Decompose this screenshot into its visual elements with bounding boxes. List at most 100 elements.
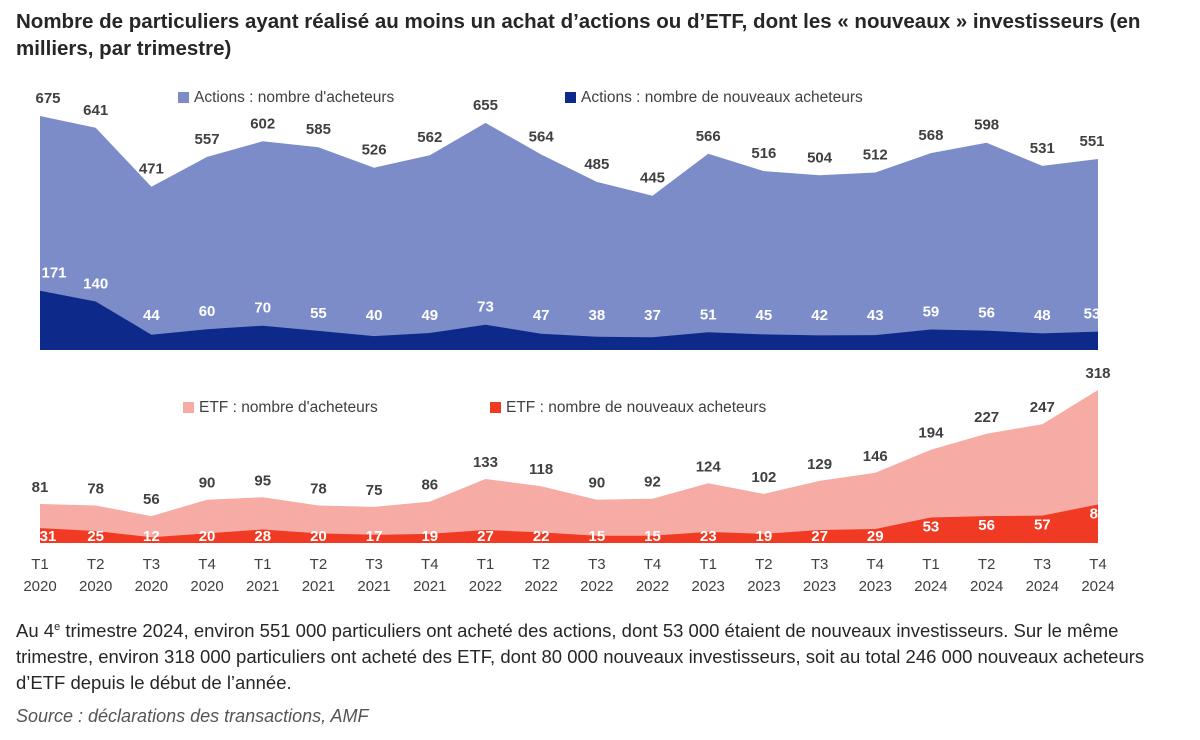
x-tick-quarter: T1 — [922, 556, 940, 573]
legend-etf-new: ETF : nombre de nouveaux acheteurs — [490, 399, 766, 416]
etf-total-label: 78 — [87, 480, 104, 497]
etf-total-label: 90 — [588, 475, 605, 492]
actions-new-label: 51 — [700, 306, 717, 323]
actions-total-label: 566 — [696, 128, 721, 145]
x-tick-quarter: T3 — [811, 556, 829, 573]
x-tick-quarter: T4 — [421, 556, 439, 573]
etf-new-label: 19 — [756, 528, 773, 545]
actions-total-label: 557 — [195, 131, 220, 148]
etf-new-label: 23 — [700, 528, 717, 545]
actions-total-label: 585 — [306, 121, 331, 138]
actions-total-label: 504 — [807, 149, 833, 166]
actions-total-label: 602 — [250, 115, 275, 132]
etf-total-label: 90 — [199, 475, 216, 492]
actions-new-label: 73 — [477, 299, 494, 316]
x-tick-quarter: T1 — [31, 556, 49, 573]
actions-new-label: 44 — [143, 307, 160, 324]
legend-actions-total-label: Actions : nombre d'acheteurs — [194, 89, 395, 106]
x-tick-year: 2020 — [135, 578, 168, 595]
x-tick-year: 2024 — [914, 578, 947, 595]
x-tick-quarter: T4 — [644, 556, 662, 573]
etf-new-label: 20 — [310, 528, 327, 545]
x-tick-quarter: T2 — [978, 556, 996, 573]
etf-total-label: 95 — [254, 472, 271, 489]
etf-total-label: 86 — [421, 477, 438, 494]
actions-new-label: 43 — [867, 307, 884, 324]
legend-actions-total-swatch — [178, 92, 189, 103]
actions-new-label: 49 — [421, 307, 438, 324]
actions-total-label: 655 — [473, 97, 498, 114]
actions-new-label: 59 — [923, 304, 940, 321]
caption: Au 4e trimestre 2024, environ 551 000 pa… — [16, 614, 1191, 696]
actions-total-label: 471 — [139, 161, 164, 178]
etf-total-label: 129 — [807, 456, 832, 473]
x-tick-year: 2022 — [580, 578, 613, 595]
x-tick-quarter: T2 — [310, 556, 328, 573]
etf-new-label: 29 — [867, 528, 884, 545]
x-tick-year: 2024 — [1026, 578, 1059, 595]
etf-new-label: 25 — [87, 528, 104, 545]
legend-actions-new-label: Actions : nombre de nouveaux acheteurs — [581, 89, 863, 106]
etf-new-label: 22 — [533, 528, 550, 545]
etf-total-label: 227 — [974, 409, 999, 426]
legend-etf-new-label: ETF : nombre de nouveaux acheteurs — [506, 399, 766, 416]
caption-part1: Au 4 — [16, 620, 54, 641]
x-tick-year: 2021 — [246, 578, 279, 595]
etf-total-label: 75 — [366, 482, 383, 499]
actions-panel: 675 641 471 557 602 585 526 562 655 564 485 445 566 5… — [35, 90, 1104, 350]
etf-total-label: 194 — [918, 425, 944, 442]
x-tick-year: 2022 — [524, 578, 557, 595]
x-tick-quarter: T4 — [867, 556, 885, 573]
etf-total-label: 133 — [473, 454, 498, 471]
etf-total-label: 102 — [751, 469, 776, 486]
x-tick-year: 2023 — [803, 578, 836, 595]
x-tick-year: 2021 — [357, 578, 390, 595]
actions-new-label: 42 — [811, 307, 828, 324]
etf-total-label: 92 — [644, 474, 661, 491]
actions-total-label: 516 — [751, 145, 776, 162]
etf-new-label: 80 — [1090, 506, 1107, 523]
etf-new-label: 15 — [588, 528, 605, 545]
actions-new-label: 140 — [83, 275, 108, 292]
x-tick-quarter: T1 — [699, 556, 717, 573]
actions-new-label: 38 — [588, 307, 605, 324]
legend-etf-total: ETF : nombre d'acheteurs — [183, 399, 378, 416]
actions-total-label: 531 — [1030, 140, 1055, 157]
actions-new-label: 53 — [1084, 306, 1101, 323]
x-tick-quarter: T1 — [254, 556, 272, 573]
legend-etf-total-label: ETF : nombre d'acheteurs — [199, 399, 378, 416]
x-tick-quarter: T2 — [87, 556, 105, 573]
etf-new-label: 31 — [40, 528, 57, 545]
x-tick-quarter: T2 — [755, 556, 773, 573]
x-axis: T12020T22020T32020T42020T12021T22021T320… — [23, 556, 1114, 595]
legend-etf-total-swatch — [183, 402, 194, 413]
etf-total-label: 78 — [310, 480, 327, 497]
etf-new-label: 28 — [254, 528, 271, 545]
x-tick-quarter: T4 — [198, 556, 216, 573]
legend-etf-new-swatch — [490, 402, 501, 413]
etf-total-label: 118 — [529, 461, 553, 478]
etf-total-label: 318 — [1085, 365, 1110, 382]
actions-total-label: 551 — [1079, 133, 1104, 150]
actions-total-label: 445 — [640, 170, 665, 187]
actions-total-label: 675 — [35, 90, 60, 107]
actions-new-label: 47 — [533, 307, 550, 324]
source-note: Source : déclarations des transactions, … — [16, 703, 1191, 729]
etf-total-label: 247 — [1030, 399, 1055, 416]
actions-new-label: 45 — [756, 307, 773, 324]
caption-part2: trimestre 2024, environ 551 000 particul… — [16, 620, 1144, 693]
actions-total-label: 564 — [529, 128, 555, 145]
legend-actions-new: Actions : nombre de nouveaux acheteurs — [565, 89, 863, 106]
actions-new-label: 171 — [41, 265, 66, 282]
x-tick-quarter: T3 — [1034, 556, 1052, 573]
x-tick-quarter: T3 — [588, 556, 606, 573]
actions-new-label: 37 — [644, 307, 661, 324]
x-tick-year: 2023 — [747, 578, 780, 595]
etf-total-label: 146 — [863, 448, 888, 465]
actions-new-label: 48 — [1034, 307, 1051, 324]
x-tick-year: 2024 — [970, 578, 1003, 595]
actions-total-label: 568 — [918, 127, 943, 144]
etf-new-label: 19 — [421, 528, 438, 545]
x-tick-year: 2020 — [23, 578, 56, 595]
